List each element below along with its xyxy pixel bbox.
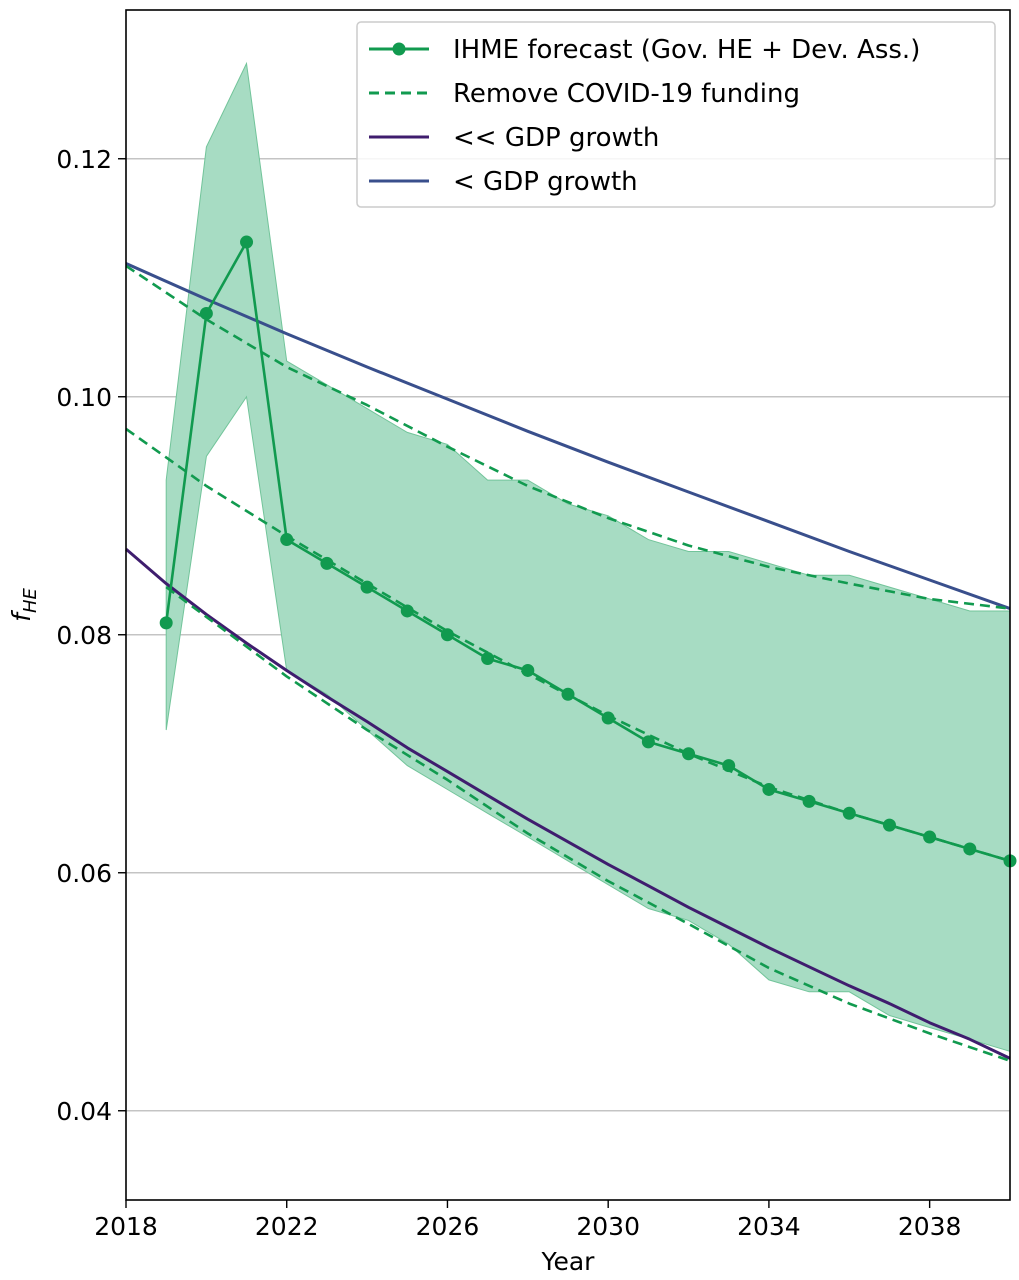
legend-label: < GDP growth xyxy=(453,167,638,197)
ihme-forecast-point xyxy=(320,556,334,570)
uncertainty-band xyxy=(165,61,1011,1052)
ihme-forecast-point xyxy=(682,747,696,761)
y-tick-label: 0.12 xyxy=(56,145,112,174)
ihme-forecast-point xyxy=(963,842,977,856)
ihme-forecast-point xyxy=(561,687,575,701)
plot-frame xyxy=(125,9,1011,1201)
ihme-markers xyxy=(159,235,1017,868)
y-tick-label: 0.04 xyxy=(56,1097,112,1126)
ihme-forecast-point xyxy=(641,735,655,749)
series-ltlt-gdp-growth-line xyxy=(125,547,1011,1060)
axis-ticks: 0.04 0.06 0.08 0.10 0.12 2018 2022 2026 2030 2034… xyxy=(56,145,961,1241)
y-tick-label: 0.10 xyxy=(56,383,112,412)
series-remove-covid-lower-line xyxy=(165,586,1011,1063)
legend-label: IHME forecast (Gov. HE + Dev. Ass.) xyxy=(453,35,920,65)
ihme-forecast-point xyxy=(882,818,896,832)
x-tick-label: 2022 xyxy=(255,1212,319,1241)
ihme-forecast-point xyxy=(601,711,615,725)
series-remove-covid-upper-line xyxy=(125,264,1011,610)
x-tick-label: 2034 xyxy=(737,1212,801,1241)
ihme-forecast-point xyxy=(280,533,294,547)
ihme-forecast-point xyxy=(360,580,374,594)
legend-label: Remove COVID-19 funding xyxy=(453,79,800,109)
x-axis-label: Year xyxy=(541,1247,596,1276)
ihme-forecast-point xyxy=(762,782,776,796)
ihme-forecast-point xyxy=(440,628,454,642)
x-tick-label: 2026 xyxy=(416,1212,480,1241)
y-tick-label: 0.08 xyxy=(56,621,112,650)
ihme-forecast-point xyxy=(481,652,495,666)
legend-swatch-marker xyxy=(392,42,406,56)
uncertainty-band-area xyxy=(165,61,1011,1052)
ihme-forecast-point xyxy=(923,830,937,844)
x-tick-label: 2038 xyxy=(898,1212,962,1241)
series-lines xyxy=(125,240,1011,1063)
y-axis-label-subscript: HE xyxy=(20,588,41,614)
ihme-forecast-point xyxy=(199,306,213,320)
y-tick-label: 0.06 xyxy=(56,859,112,888)
series-lt-gdp-growth-line xyxy=(125,262,1011,611)
ihme-forecast-point xyxy=(159,616,173,630)
y-axis-label: fHE xyxy=(7,588,41,622)
ihme-forecast-point xyxy=(240,235,254,249)
x-tick-label: 2030 xyxy=(576,1212,640,1241)
ihme-forecast-point xyxy=(521,663,535,677)
ihme-forecast-point xyxy=(802,794,816,808)
ihme-forecast-point xyxy=(722,759,736,773)
ihme-forecast-point xyxy=(400,604,414,618)
legend-label: << GDP growth xyxy=(453,123,659,153)
legend-box xyxy=(356,21,996,208)
series-ihme-forecast-line xyxy=(164,240,1011,863)
ihme-forecast-point xyxy=(842,806,856,820)
x-tick-label: 2018 xyxy=(94,1212,158,1241)
legend: IHME forecast (Gov. HE + Dev. Ass.) Remov… xyxy=(356,21,996,208)
